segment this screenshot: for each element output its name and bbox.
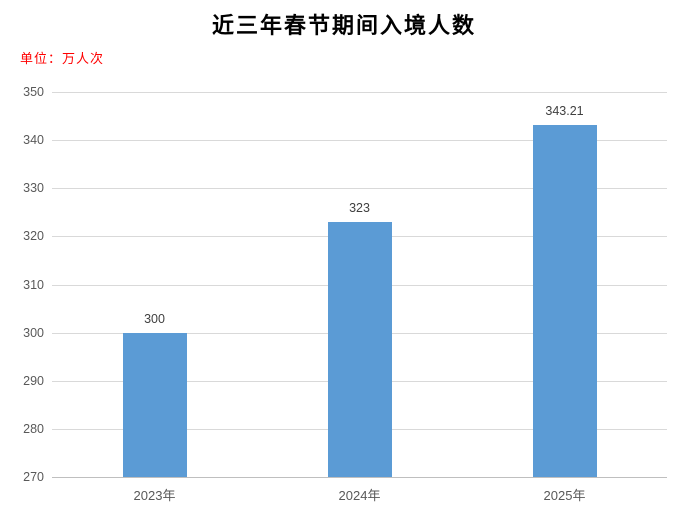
y-axis-tick-label: 350 — [23, 85, 44, 99]
y-axis-tick-label: 270 — [23, 470, 44, 484]
y-axis-tick-label: 290 — [23, 373, 44, 388]
y-axis-tick-label: 300 — [23, 325, 44, 340]
y-axis-tick-label: 320 — [23, 229, 44, 244]
x-axis-category-label: 2025年 — [543, 488, 586, 503]
chart-title: 近三年春节期间入境人数 — [211, 13, 476, 38]
gridline — [52, 140, 667, 142]
x-axis-category-label: 2023年 — [133, 488, 176, 503]
bar-value-label: 300 — [144, 311, 165, 326]
plot-area: 270 280 290 300 310 320 330 340 350 300 2023年 323 20… — [23, 85, 667, 503]
bar — [327, 221, 392, 477]
x-axis-category-label: 2024年 — [338, 488, 381, 503]
gridline — [52, 188, 667, 190]
y-axis-tick-label: 310 — [23, 277, 44, 292]
x-axis-line — [52, 477, 667, 478]
unit-label: 单位：万人次 — [20, 51, 105, 66]
gridline — [52, 92, 667, 93]
y-axis-tick-label: 280 — [23, 421, 44, 436]
bar — [122, 332, 187, 477]
bar — [532, 124, 597, 477]
bar-value-label: 323 — [349, 200, 370, 215]
y-axis-tick-label: 330 — [23, 181, 44, 196]
y-axis-tick-label: 340 — [23, 133, 44, 148]
bar-value-label: 343.21 — [545, 103, 584, 118]
